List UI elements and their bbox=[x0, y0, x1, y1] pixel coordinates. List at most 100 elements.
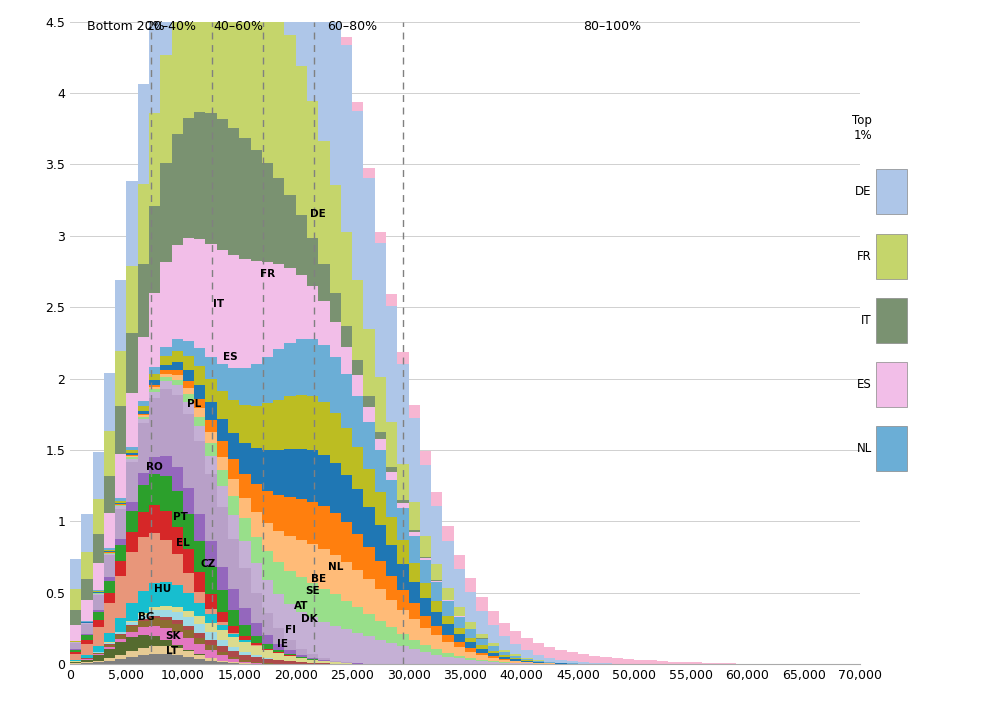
Bar bbox=[251, 635, 262, 643]
Bar bbox=[420, 616, 431, 627]
Bar bbox=[160, 262, 172, 347]
Bar bbox=[318, 661, 330, 664]
Bar bbox=[126, 657, 138, 664]
Bar bbox=[307, 396, 318, 451]
Text: IE: IE bbox=[277, 639, 288, 649]
Bar bbox=[126, 451, 138, 453]
Bar bbox=[228, 368, 239, 400]
Bar bbox=[205, 379, 217, 402]
Bar bbox=[228, 659, 239, 663]
Bar bbox=[172, 527, 183, 554]
Bar bbox=[296, 394, 307, 448]
Bar bbox=[194, 513, 205, 541]
FancyBboxPatch shape bbox=[876, 298, 907, 343]
Bar bbox=[465, 578, 476, 593]
Bar bbox=[307, 502, 318, 544]
Bar bbox=[228, 663, 239, 664]
Bar bbox=[499, 636, 510, 650]
Bar bbox=[138, 264, 149, 337]
Bar bbox=[205, 632, 217, 640]
Bar bbox=[239, 367, 251, 405]
Bar bbox=[217, 364, 228, 391]
Bar bbox=[668, 661, 679, 664]
Bar bbox=[115, 508, 126, 539]
Text: RO: RO bbox=[146, 462, 163, 472]
Bar bbox=[93, 654, 104, 655]
Bar bbox=[454, 555, 465, 569]
Bar bbox=[104, 661, 115, 664]
Bar bbox=[217, 661, 228, 662]
Bar bbox=[262, 635, 273, 644]
Bar bbox=[183, 381, 194, 388]
Bar bbox=[251, 657, 262, 662]
Bar bbox=[488, 612, 499, 625]
Bar bbox=[296, 648, 307, 655]
Bar bbox=[262, 451, 273, 491]
Bar bbox=[205, 402, 217, 420]
Bar bbox=[521, 651, 533, 658]
Bar bbox=[217, 612, 228, 622]
Bar bbox=[341, 523, 352, 562]
Text: FR: FR bbox=[857, 250, 872, 263]
Bar bbox=[183, 238, 194, 341]
Bar bbox=[465, 593, 476, 622]
Bar bbox=[397, 464, 409, 500]
Text: FR: FR bbox=[260, 269, 275, 279]
Bar bbox=[217, 591, 228, 612]
Bar bbox=[296, 540, 307, 578]
Bar bbox=[442, 588, 454, 600]
Bar bbox=[160, 640, 172, 646]
Bar bbox=[409, 417, 420, 503]
Bar bbox=[521, 661, 533, 662]
Bar bbox=[126, 532, 138, 552]
Bar bbox=[307, 654, 318, 658]
Bar bbox=[93, 563, 104, 590]
Bar bbox=[273, 9, 284, 178]
Bar bbox=[307, 660, 318, 663]
Bar bbox=[228, 479, 239, 496]
Bar bbox=[431, 612, 442, 626]
Bar bbox=[375, 640, 386, 664]
Bar bbox=[81, 660, 93, 663]
Bar bbox=[521, 662, 533, 664]
Bar bbox=[183, 118, 194, 238]
Bar bbox=[397, 634, 409, 646]
Bar bbox=[172, 656, 183, 664]
Bar bbox=[228, 128, 239, 255]
Bar bbox=[205, 661, 217, 664]
FancyBboxPatch shape bbox=[876, 427, 907, 471]
Bar bbox=[172, 134, 183, 245]
Bar bbox=[81, 600, 93, 621]
Bar bbox=[115, 503, 126, 504]
Bar bbox=[296, 214, 307, 275]
Bar bbox=[172, 606, 183, 612]
Bar bbox=[126, 453, 138, 456]
Bar bbox=[284, 651, 296, 654]
Bar bbox=[409, 563, 420, 581]
Bar bbox=[318, 0, 330, 142]
Bar bbox=[465, 658, 476, 660]
Bar bbox=[81, 624, 93, 634]
Bar bbox=[431, 492, 442, 506]
Bar bbox=[138, 84, 149, 184]
Bar bbox=[555, 660, 567, 663]
Bar bbox=[262, 163, 273, 262]
Bar bbox=[239, 258, 251, 367]
Bar bbox=[149, 292, 160, 367]
Bar bbox=[600, 657, 612, 664]
Bar bbox=[465, 660, 476, 664]
Bar bbox=[205, 567, 217, 594]
Bar bbox=[149, 387, 160, 389]
Text: EL: EL bbox=[176, 538, 190, 548]
Bar bbox=[251, 513, 262, 536]
Bar bbox=[386, 575, 397, 599]
Bar bbox=[183, 651, 194, 657]
Bar bbox=[262, 491, 273, 523]
Bar bbox=[409, 536, 420, 563]
Bar bbox=[70, 625, 81, 640]
Bar bbox=[104, 476, 115, 513]
Bar bbox=[420, 451, 431, 465]
Bar bbox=[251, 536, 262, 562]
Bar bbox=[454, 643, 465, 648]
Bar bbox=[262, 644, 273, 648]
